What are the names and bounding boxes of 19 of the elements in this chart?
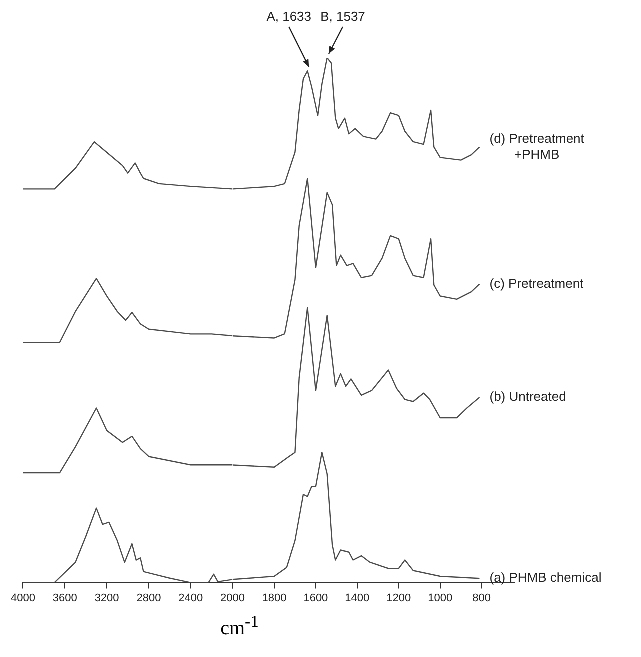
x-tick-label: 1200 — [386, 592, 411, 604]
x-tick-label: 1000 — [428, 592, 452, 604]
x-tick-label: 1400 — [344, 592, 370, 604]
series-label: (d) Pretreatment +PHMB — [490, 130, 585, 162]
series-label: (c) Pretreatment — [490, 276, 584, 291]
x-axis-title: cm$^{-1}$ — [220, 612, 260, 641]
x-tick-label: 1800 — [262, 592, 286, 604]
x-tick-label: 800 — [472, 592, 491, 604]
x-tick-label: 1600 — [303, 592, 328, 604]
x-tick-label: 3200 — [94, 592, 120, 604]
x-tick-label: 2400 — [178, 592, 204, 604]
annotation: A, 1633 — [266, 9, 312, 24]
x-tick-label: 2000 — [220, 592, 246, 604]
x-tick-label: 4000 — [10, 592, 36, 604]
series-label: (b) Untreated — [490, 389, 566, 404]
annotation: B, 1537 — [320, 9, 366, 24]
x-tick-label: 2800 — [136, 592, 162, 604]
x-tick-label: 3600 — [52, 592, 78, 604]
series-label: (a) PHMB chemical — [490, 570, 602, 586]
